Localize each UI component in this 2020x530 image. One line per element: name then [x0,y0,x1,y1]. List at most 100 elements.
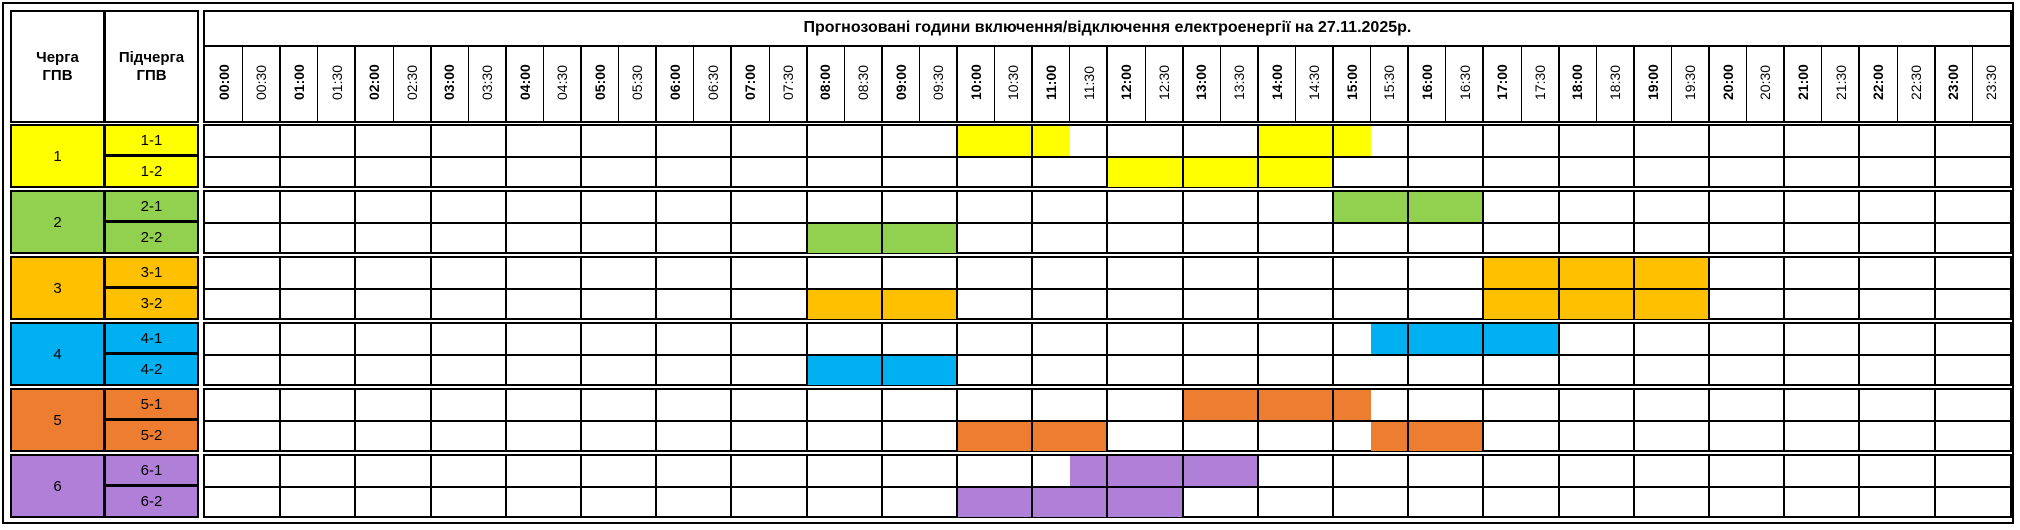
hour-column-line [1031,190,1034,254]
hour-column-line [880,454,883,518]
hour-column-line [880,322,883,386]
hour-column-line [580,124,582,188]
hour-column-line [1557,388,1560,452]
hour-column-line [956,322,958,386]
time-slot-label: 09:30 [930,64,947,100]
hour-column-line [1031,322,1034,386]
outage-cell [1370,421,1484,451]
hour-column-line [1783,256,1786,320]
hour-column-line [1106,256,1109,320]
header-column-line [956,46,958,121]
time-slot-label: 16:00 [1419,64,1435,100]
time-slot-label: 19:00 [1644,64,1661,100]
header-column-line [1783,46,1786,121]
hour-column-line [1256,388,1259,452]
hour-column-line [1858,454,1861,518]
hour-column-line [580,190,582,254]
hour-column-line [1557,454,1560,518]
header-column-line [1670,46,1672,121]
hour-column-line [504,454,507,518]
subqueue-label-4-2: 4-2 [104,353,199,386]
hour-column-line [1332,256,1334,320]
time-slot-label: 15:00 [1343,64,1360,100]
hour-column-line [880,190,883,254]
hour-column-line [805,190,808,254]
time-slot-label: 04:00 [516,64,533,100]
hour-column-line [279,322,282,386]
hour-column-line [354,388,357,452]
header-column-line [1595,46,1597,121]
outage-cell [957,487,1183,517]
queue-label-1: 1 [10,124,105,188]
hour-column-line [805,256,808,320]
hour-column-line [880,256,883,320]
time-slot-label: 23:30 [1983,64,1999,100]
hour-column-line [1407,124,1410,188]
header-column-line [1821,46,1823,121]
hour-column-line [1557,124,1560,188]
header-column-line [1557,46,1560,121]
time-slot-label: 22:00 [1870,64,1887,100]
hour-column-line [1031,124,1034,188]
header-column-line [1971,46,1973,121]
hour-column-line [1407,256,1410,320]
hour-column-line [354,454,357,518]
queue-label-2: 2 [10,190,105,254]
hour-column-line [805,454,808,518]
hour-column-line [1858,388,1861,452]
hour-column-line [1106,190,1109,254]
header-column-line [354,46,357,121]
hour-column-line [504,190,507,254]
time-slot-label: 11:30 [1080,66,1097,100]
queue-label-6: 6 [10,454,105,518]
hour-column-line [655,388,658,452]
hour-column-line [1332,190,1334,254]
hour-column-line [1708,388,1710,452]
hour-column-line [504,256,507,320]
time-slot-label: 16:30 [1456,64,1473,100]
time-slot-label: 07:00 [742,64,759,100]
time-slot-label: 13:00 [1193,64,1210,100]
time-slot-label: 19:30 [1682,64,1699,100]
hour-column-line [580,454,582,518]
time-slot-label: 17:30 [1531,64,1548,100]
time-slot-label: 02:00 [366,64,383,100]
hour-column-line [1632,388,1635,452]
header-column-line [1370,46,1372,121]
time-slot-label: 17:00 [1494,64,1511,100]
time-slot-label: 10:00 [967,64,984,100]
header-column-line [317,46,319,121]
hour-column-line [730,388,733,452]
header-column-line [1482,46,1485,121]
hour-column-line [956,388,958,452]
time-slot-label: 18:30 [1607,64,1623,100]
hour-column-line [1933,124,1936,188]
hour-column-line [1933,256,1936,320]
header-column-line [1256,46,1259,121]
time-slot-label: 03:30 [479,64,495,100]
hour-column-line [1557,256,1560,320]
time-slot-label: 10:30 [1005,64,1022,100]
hour-column-line [429,388,432,452]
schedule-title: Прогнозовані години включення/відключенн… [803,19,1412,36]
header-column-line [1896,46,1898,121]
time-slot-label: 15:30 [1381,64,1398,100]
hour-column-line [1256,322,1259,386]
header-column-line [1181,46,1184,121]
header-column-line [1106,46,1109,121]
time-slot-label: 21:00 [1795,64,1811,100]
hour-column-line [655,322,658,386]
time-slot-label: 20:30 [1757,64,1774,100]
hour-column-line [580,256,582,320]
hour-column-line [1106,454,1109,518]
hour-column-line [1482,454,1485,518]
time-slot-label: 03:00 [441,64,458,100]
header-column-line [1746,46,1748,121]
hour-column-line [1858,190,1861,254]
hour-column-line [504,124,507,188]
outage-cell [1069,456,1258,486]
hour-column-line [1332,454,1334,518]
hour-column-line [730,190,733,254]
subqueue-label-4-1: 4-1 [104,322,199,354]
hour-column-line [1783,190,1786,254]
